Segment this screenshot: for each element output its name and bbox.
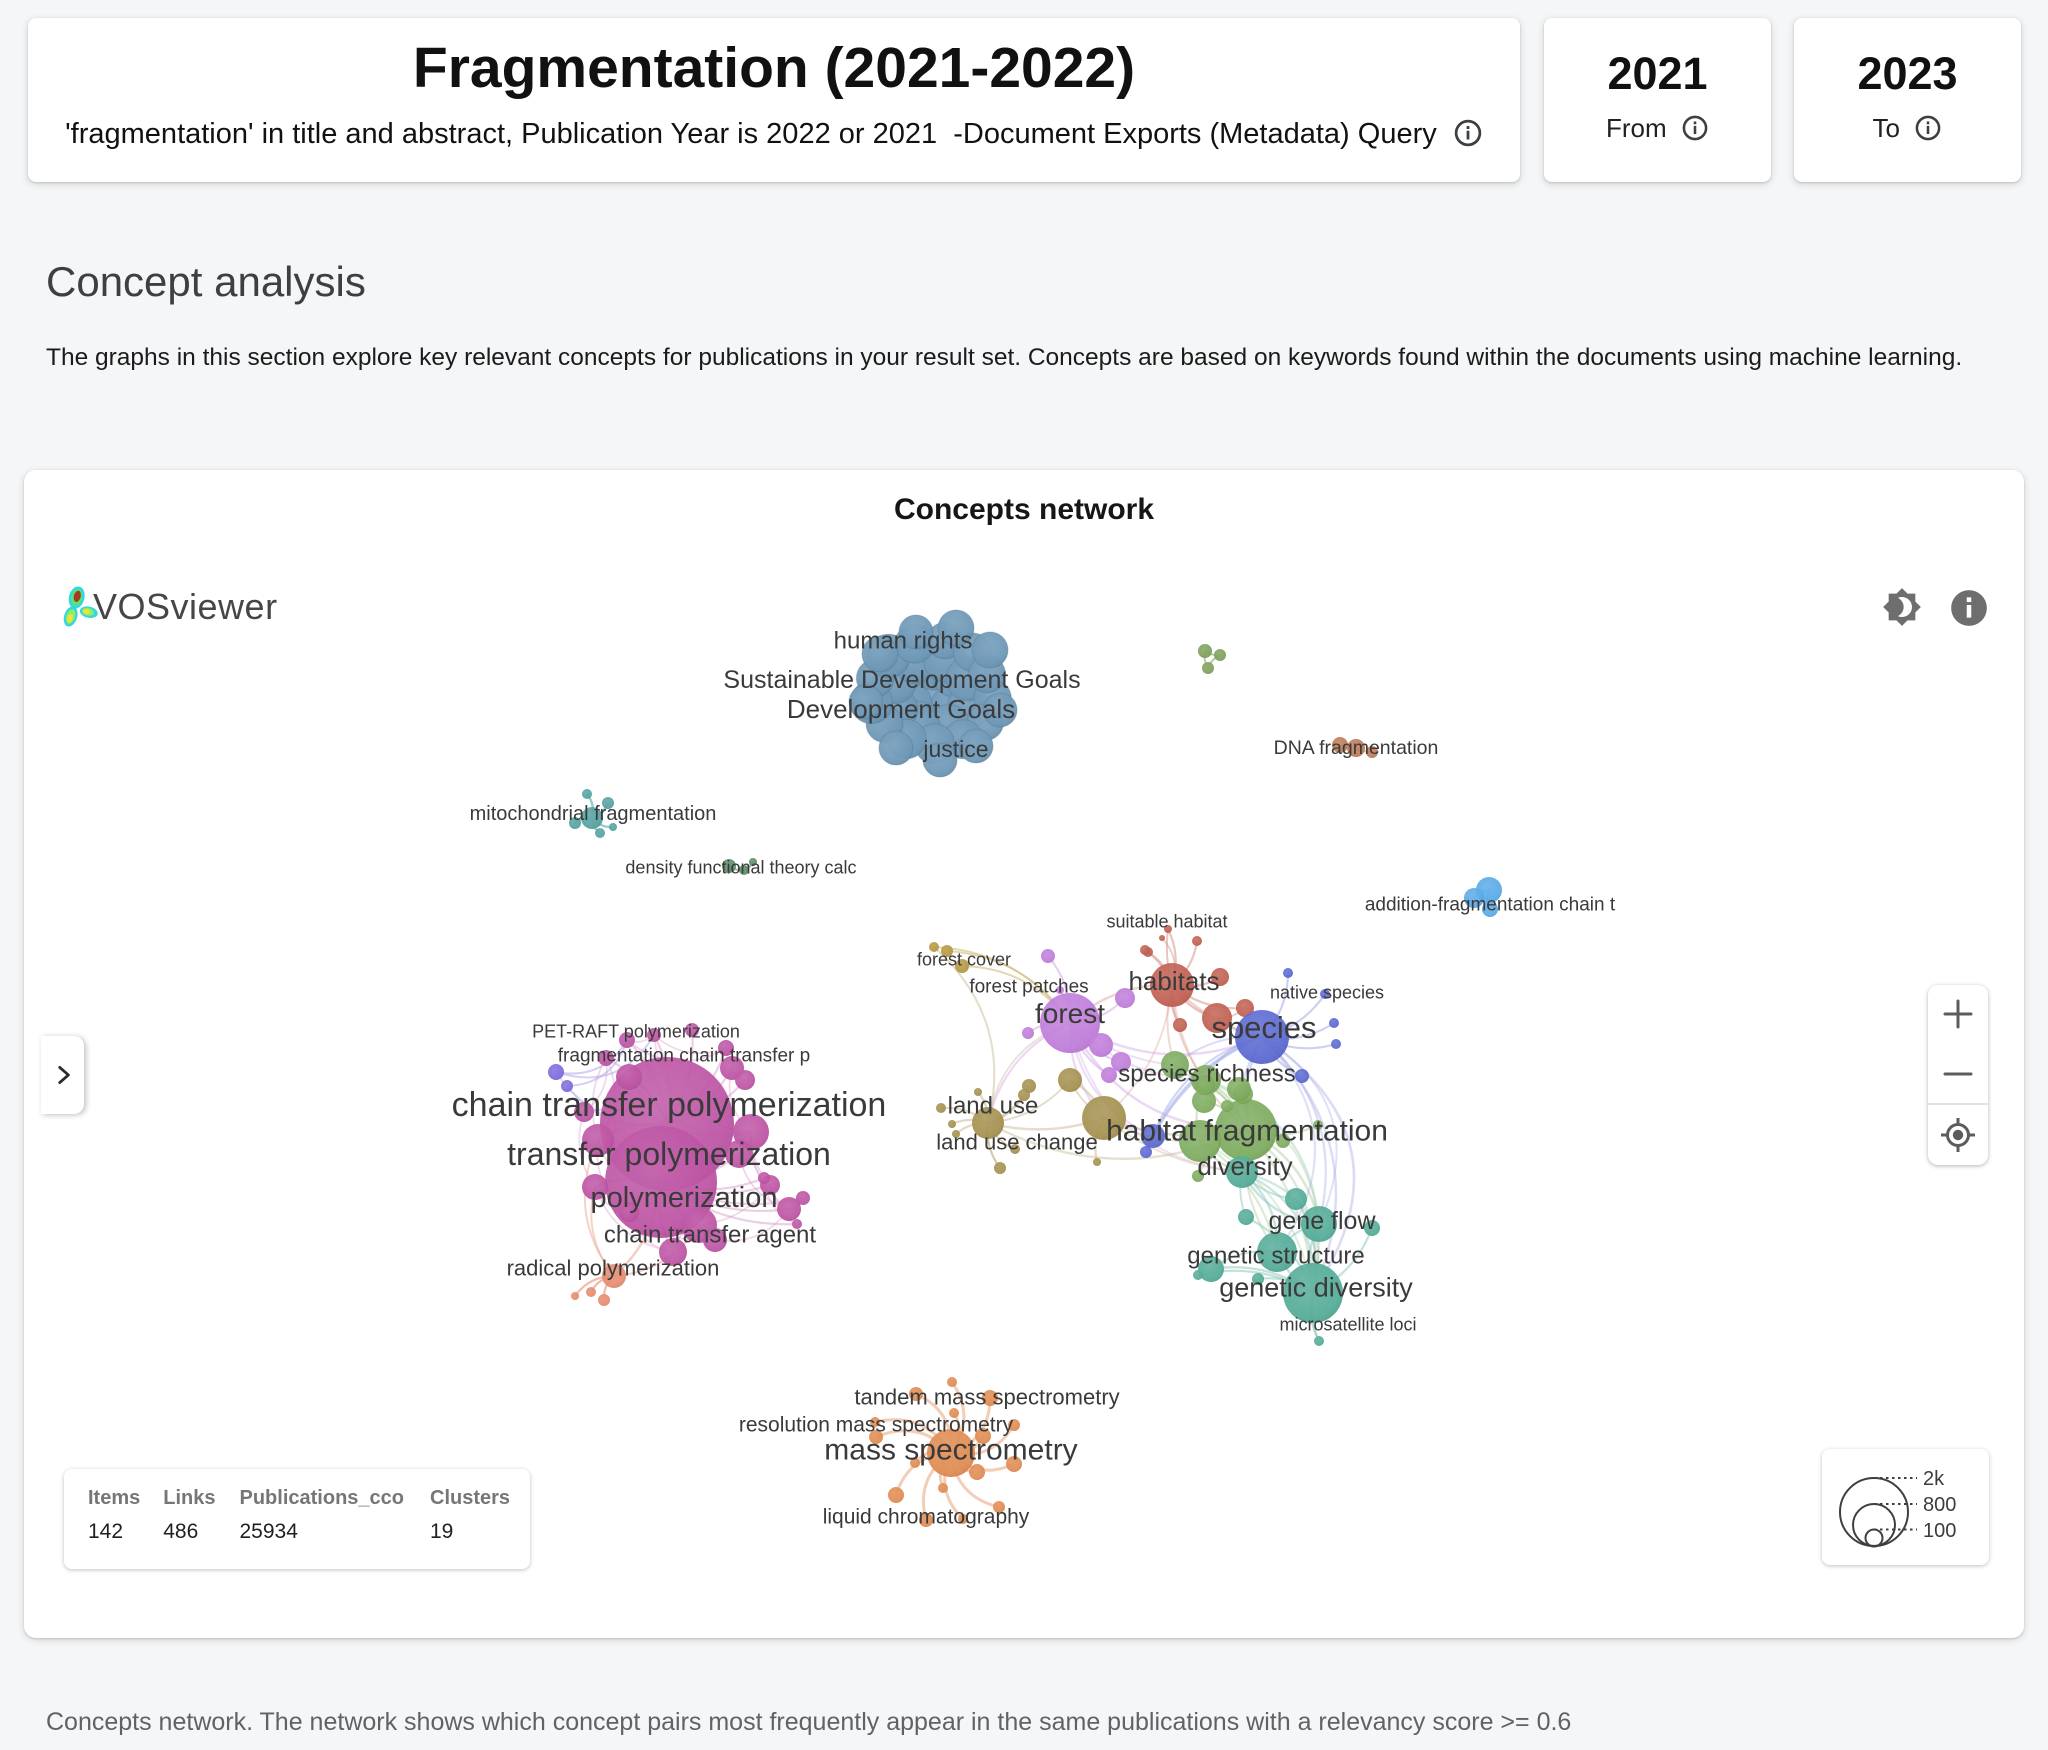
svg-text:Sustainable Development Goals: Sustainable Development Goals [723,666,1080,694]
svg-text:2k: 2k [1923,1468,1945,1490]
svg-text:fragmentation chain transfer p: fragmentation chain transfer p [558,1046,810,1067]
svg-text:forest: forest [1035,998,1105,1029]
svg-text:human rights: human rights [834,627,973,654]
svg-text:addition-fragmentation chain t: addition-fragmentation chain t [1365,895,1616,916]
svg-text:forest patches: forest patches [969,977,1088,998]
svg-text:native species: native species [1270,982,1384,1002]
svg-text:polymerization: polymerization [591,1182,778,1214]
svg-text:mass spectrometry: mass spectrometry [824,1434,1077,1467]
svg-text:species: species [1211,1010,1316,1045]
svg-text:tandem mass spectrometry: tandem mass spectrometry [854,1385,1119,1410]
svg-text:species richness: species richness [1118,1060,1295,1087]
svg-text:habitat fragmentation: habitat fragmentation [1106,1115,1388,1148]
svg-text:mitochondrial fragmentation: mitochondrial fragmentation [470,803,717,825]
svg-text:liquid chromatography: liquid chromatography [823,1505,1030,1528]
svg-text:Development Goals: Development Goals [787,694,1015,724]
svg-text:microsatellite loci: microsatellite loci [1279,1314,1416,1334]
svg-text:genetic diversity: genetic diversity [1219,1273,1413,1303]
svg-text:genetic structure: genetic structure [1187,1242,1364,1269]
svg-text:100: 100 [1923,1520,1956,1542]
svg-text:habitats: habitats [1128,966,1219,996]
svg-text:resolution mass spectrometry: resolution mass spectrometry [739,1413,1014,1436]
svg-text:radical polymerization: radical polymerization [507,1256,720,1281]
svg-text:chain transfer polymerization: chain transfer polymerization [452,1086,887,1124]
svg-text:justice: justice [922,736,988,762]
svg-text:PET-RAFT polymerization: PET-RAFT polymerization [532,1021,740,1041]
svg-text:density functional theory calc: density functional theory calc [625,857,856,877]
svg-text:forest cover: forest cover [917,949,1011,969]
svg-text:DNA fragmentation: DNA fragmentation [1274,737,1439,759]
svg-text:diversity: diversity [1197,1151,1292,1181]
svg-text:transfer polymerization: transfer polymerization [507,1136,831,1172]
svg-text:chain transfer agent: chain transfer agent [604,1221,816,1248]
svg-text:land use: land use [948,1092,1039,1119]
svg-text:gene flow: gene flow [1268,1207,1376,1235]
svg-text:suitable habitat: suitable habitat [1106,911,1227,931]
svg-text:800: 800 [1923,1494,1956,1516]
svg-text:land use change: land use change [936,1130,1097,1155]
